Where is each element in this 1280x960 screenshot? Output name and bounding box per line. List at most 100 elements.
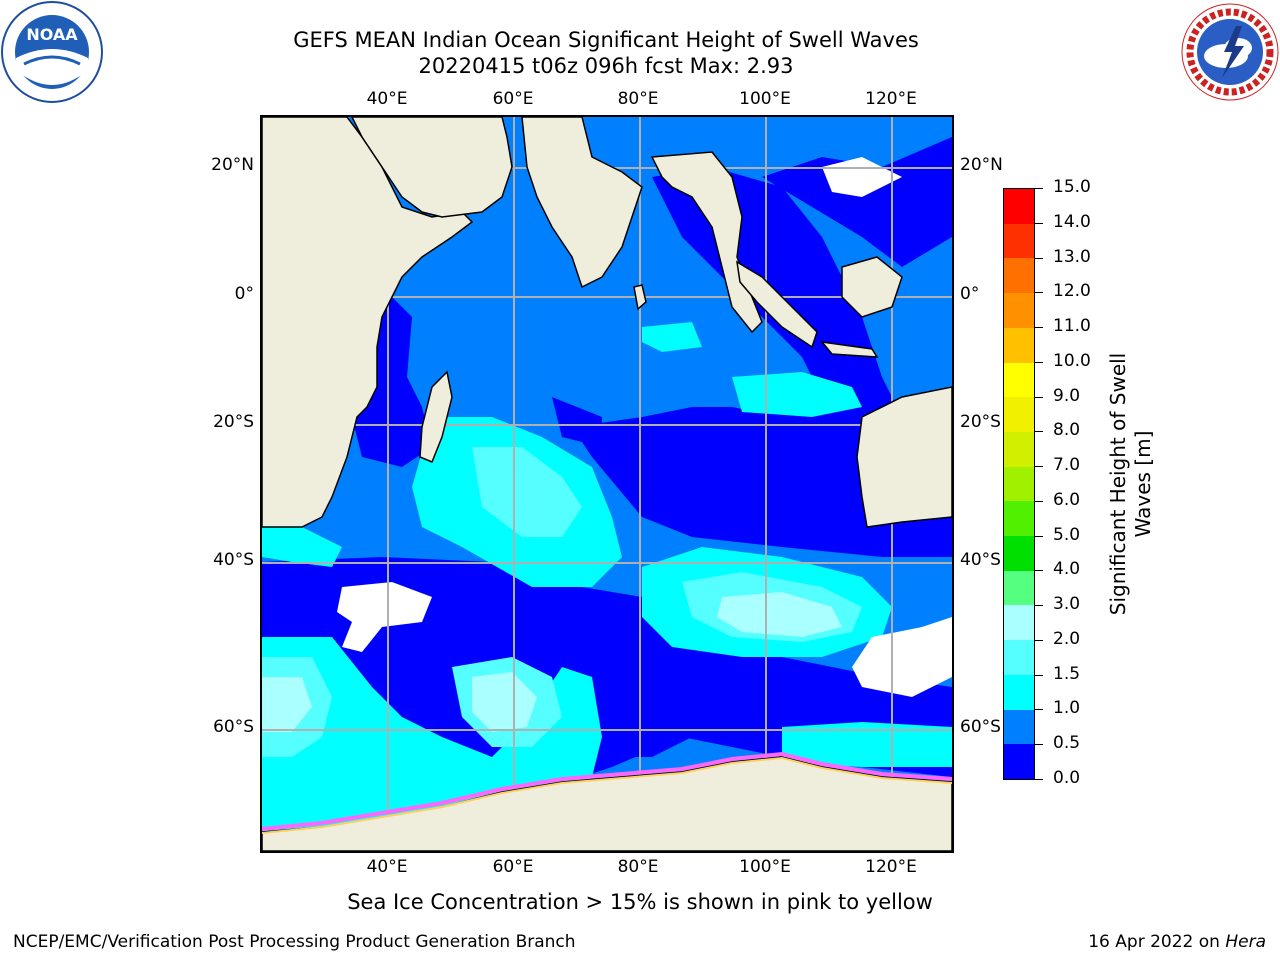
sea-ice-edge-yellow [262, 756, 952, 834]
africa [262, 117, 474, 528]
arabia [351, 117, 513, 218]
nws-logo [1181, 3, 1279, 101]
lon-label-bottom-100e: 100°E [739, 857, 791, 877]
colorbar-tick [1035, 674, 1043, 676]
colorbar-tick [1035, 639, 1043, 641]
colorbar-segment [1004, 570, 1034, 606]
colorbar-tick-label: 0.5 [1053, 733, 1081, 754]
madagascar [419, 370, 453, 463]
colorbar-tick-label: 3.0 [1053, 594, 1081, 615]
colorbar-tick-label: 0.0 [1053, 768, 1081, 788]
colorbar-tick [1035, 257, 1043, 259]
colorbar-tick-label: 1.0 [1053, 698, 1081, 719]
colorbar-segment [1004, 640, 1034, 675]
colorbar-tick [1035, 292, 1043, 294]
noaa-logo-text: NOAA [26, 25, 78, 44]
india [521, 117, 643, 289]
lon-label-top-80e: 80°E [617, 89, 659, 109]
colorbar-tick-label: 7.0 [1053, 455, 1081, 476]
lat-label-right-20n: 20°N [960, 155, 1003, 175]
sea-ice-edge [262, 751, 952, 831]
lon-label-bottom-60e: 60°E [492, 857, 534, 877]
lon-label-top-40e: 40°E [366, 89, 408, 109]
colorbar-tick [1035, 188, 1043, 189]
colorbar-title: Significant Height of Swell Waves [m] [1106, 353, 1156, 615]
lat-label-right-60s: 60°S [960, 717, 1001, 737]
lat-label-left-20s: 20°S [213, 412, 254, 432]
chart-subtitle: 20220415 t06z 096h fcst Max: 2.93 [418, 54, 794, 78]
colorbar-tick [1035, 327, 1043, 329]
colorbar-tick [1035, 779, 1043, 780]
lon-label-bottom-40e: 40°E [366, 857, 408, 877]
colorbar-tick [1035, 709, 1043, 711]
swell-band-2.0-3.0 [262, 592, 842, 732]
colorbar-tick [1035, 500, 1043, 502]
lat-label-right-0: 0° [960, 284, 980, 304]
lon-label-bottom-120e: 120°E [865, 857, 917, 877]
lon-label-top-120e: 120°E [865, 89, 917, 109]
colorbar-tick-label: 14.0 [1053, 211, 1091, 232]
lat-label-left-40s: 40°S [213, 550, 254, 570]
colorbar-tick-label: 2.0 [1053, 628, 1081, 649]
colorbar-segment [1004, 501, 1034, 537]
colorbar-title-line1: Significant Height of Swell [1106, 352, 1130, 616]
colorbar-tick [1035, 361, 1043, 363]
colorbar-tick-label: 8.0 [1053, 420, 1081, 441]
colorbar-segment [1004, 327, 1034, 363]
colorbar-tick-label: 11.0 [1053, 316, 1091, 337]
sea-ice-note: Sea Ice Concentration > 15% is shown in … [347, 890, 933, 914]
colorbar-tick [1035, 222, 1043, 224]
map-canvas [262, 117, 952, 851]
footer-host: Hera [1225, 932, 1266, 952]
lat-label-left-0: 0° [234, 284, 254, 304]
colorbar-segment [1004, 466, 1034, 502]
graticule [262, 117, 952, 851]
colorbar-tick-label: 12.0 [1053, 281, 1091, 302]
colorbar-tick [1035, 466, 1043, 468]
colorbar-tick-label: 6.0 [1053, 489, 1081, 510]
sri-lanka [633, 284, 647, 311]
colorbar-segment [1004, 605, 1034, 641]
colorbar-tick-label: 9.0 [1053, 385, 1081, 406]
colorbar-tick [1035, 570, 1043, 572]
colorbar-segment [1004, 744, 1034, 779]
java [820, 340, 879, 358]
colorbar-tick [1035, 396, 1043, 398]
swell-height-map [260, 115, 954, 853]
footer-credit: NCEP/EMC/Verification Post Processing Pr… [13, 932, 576, 952]
noaa-logo: NOAA [1, 1, 103, 103]
colorbar-tick [1035, 431, 1043, 433]
colorbar-segment [1004, 293, 1034, 328]
land [262, 117, 952, 851]
colorbar-tick-label: 4.0 [1053, 559, 1081, 580]
footer-date-text: 16 Apr 2022 on [1088, 932, 1226, 952]
lon-label-top-60e: 60°E [492, 89, 534, 109]
colorbar-segment [1004, 189, 1034, 224]
borneo [841, 256, 903, 318]
colorbar-title-line2: Waves [m] [1131, 430, 1155, 538]
colorbar-segment [1004, 362, 1034, 398]
colorbar-tick [1035, 605, 1043, 607]
southeast-asia [650, 151, 763, 334]
colorbar [1003, 188, 1035, 780]
colorbar-tick [1035, 535, 1043, 537]
colorbar-segment [1004, 223, 1034, 259]
colorbar-tick-label: 5.0 [1053, 524, 1081, 545]
australia [856, 386, 952, 528]
lon-label-top-100e: 100°E [739, 89, 791, 109]
colorbar-tick-label: 13.0 [1053, 246, 1091, 267]
lon-label-bottom-80e: 80°E [617, 857, 659, 877]
colorbar-segment [1004, 397, 1034, 432]
lat-label-left-20n: 20°N [211, 155, 254, 175]
lat-label-right-40s: 40°S [960, 550, 1001, 570]
colorbar-segment [1004, 674, 1034, 710]
colorbar-tick [1035, 744, 1043, 746]
colorbar-segment [1004, 536, 1034, 571]
lat-label-left-60s: 60°S [213, 717, 254, 737]
sumatra [736, 260, 818, 349]
lat-label-right-20s: 20°S [960, 412, 1001, 432]
colorbar-tick-label: 10.0 [1053, 350, 1091, 371]
colorbar-segment [1004, 709, 1034, 745]
colorbar-segment [1004, 431, 1034, 467]
footer-date: 16 Apr 2022 on Hera [1088, 932, 1266, 952]
